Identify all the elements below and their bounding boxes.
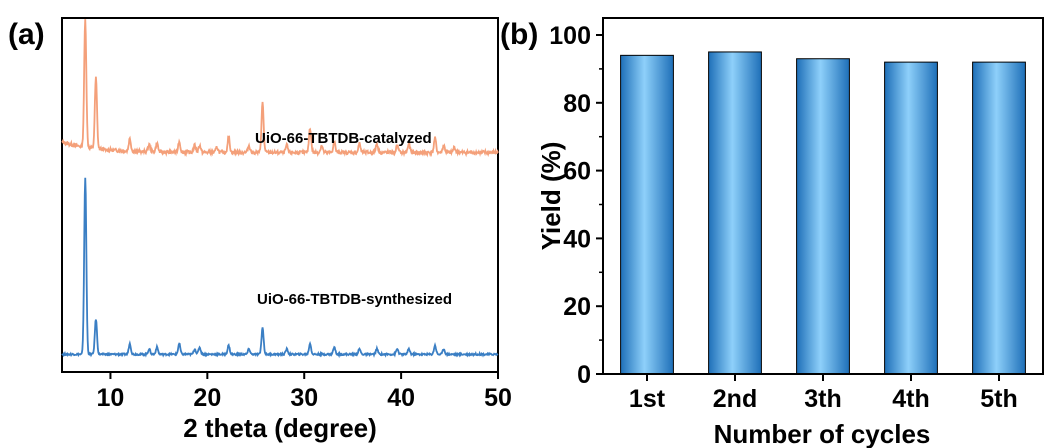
x-axis-a: 10 20 30 40 50 xyxy=(97,372,512,412)
x-axis-title-a: 2 theta (degree) xyxy=(183,413,377,443)
y-tick-label-b: 60 xyxy=(563,158,591,186)
x-tick-label-a: 10 xyxy=(97,384,125,412)
y-tick-label-b: 40 xyxy=(563,225,591,253)
bars xyxy=(620,51,1026,375)
series-label-catalyzed: UiO-66-TBTDB-catalyzed xyxy=(255,130,432,147)
y-tick-label-b: 0 xyxy=(577,361,591,389)
bar-4th xyxy=(884,61,938,375)
series-label-synthesized: UiO-66-TBTDB-synthesized xyxy=(257,291,452,308)
x-tick-label-b: 2nd xyxy=(713,385,757,413)
y-tick-label-b: 80 xyxy=(563,90,591,118)
x-tick-label-b: 4th xyxy=(892,385,930,413)
series-line-catalyzed xyxy=(61,19,499,158)
panel-a-label: (a) xyxy=(8,18,45,51)
series-line-synthesized xyxy=(61,177,499,359)
panel-b-label: (b) xyxy=(500,18,538,51)
x-tick-label-b: 3th xyxy=(804,385,842,413)
x-tick-label-a: 50 xyxy=(484,384,512,412)
panel-a: (a) UiO-66-TBTDB-catalyzed UiO-66-TBTDB-… xyxy=(8,17,512,443)
panel-b: (b) 0 20 40 60 80 100 1st 2nd 3th 4th 5th Yield (… xyxy=(500,17,1044,448)
bar-2nd xyxy=(708,51,762,375)
y-axis-b: 0 20 40 60 80 100 xyxy=(549,22,603,389)
bar-1st xyxy=(620,54,674,375)
y-axis-title-b: Yield (%) xyxy=(536,142,566,251)
x-tick-label-b: 1st xyxy=(629,385,666,413)
bar-5th xyxy=(972,61,1026,375)
plot-a-frame xyxy=(61,17,499,373)
x-tick-label-b: 5th xyxy=(980,385,1018,413)
x-tick-label-a: 20 xyxy=(193,384,221,412)
x-axis-b: 1st 2nd 3th 4th 5th xyxy=(629,374,1018,413)
x-tick-label-a: 40 xyxy=(387,384,415,412)
x-tick-label-a: 30 xyxy=(290,384,318,412)
x-axis-title-b: Number of cycles xyxy=(714,419,931,448)
y-tick-label-b: 100 xyxy=(549,22,591,50)
bar-3th xyxy=(796,58,850,375)
y-tick-label-b: 20 xyxy=(563,293,591,321)
